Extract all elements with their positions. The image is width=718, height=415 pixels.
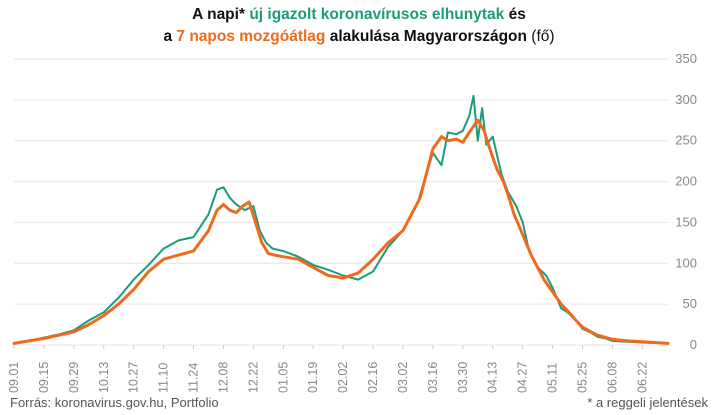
x-tick-label: 06.08 xyxy=(605,362,619,393)
x-tick-label: 04.13 xyxy=(486,362,500,393)
x-tick-label: 04.27 xyxy=(516,362,530,393)
x-tick-label: 10.13 xyxy=(97,362,111,393)
y-tick-label: 100 xyxy=(675,255,697,270)
source-note: Forrás: koronavirus.gov.hu, Portfolio xyxy=(10,395,219,410)
x-tick-label: 12.08 xyxy=(216,362,230,393)
footnote: * a reggeli jelentések xyxy=(587,395,708,410)
y-tick-label: 250 xyxy=(675,133,697,148)
x-tick-label: 06.22 xyxy=(635,362,649,393)
chart-title-line-2: a 7 napos mozgóátlag alakulása Magyarors… xyxy=(0,27,718,47)
x-tick-label: 12.22 xyxy=(246,362,260,393)
chart-title-line-1: A napi* új igazolt koronavírusos elhunyt… xyxy=(0,5,718,25)
x-tick-label: 01.19 xyxy=(306,362,320,393)
x-tick-label: 11.24 xyxy=(187,363,201,393)
x-tick-label: 01.05 xyxy=(276,362,290,393)
x-tick-label: 05.11 xyxy=(546,363,560,393)
x-tick-label: 09.15 xyxy=(37,362,51,393)
y-axis-ticks: 0 50 100 150 200 250 300 350 xyxy=(675,51,697,352)
title-moving-average: 7 napos mozgóátlag xyxy=(176,28,326,45)
title-text-2c: alakulása Magyarországon xyxy=(325,28,532,45)
title-daily-deaths: új igazolt koronavírusos elhunytak xyxy=(249,6,505,23)
y-tick-label: 200 xyxy=(675,174,697,189)
x-tick-label: 05.25 xyxy=(576,362,590,393)
x-tick-label: 11.10 xyxy=(157,363,171,393)
title-text-1a: A napi* xyxy=(192,6,250,23)
x-tick-label: 02.16 xyxy=(366,362,380,393)
y-tick-label: 0 xyxy=(690,337,697,352)
daily-deaths-line xyxy=(13,94,669,345)
title-text-1c: és xyxy=(504,6,526,23)
x-tick-label: 03.30 xyxy=(456,362,470,393)
y-tick-label: 300 xyxy=(675,92,697,107)
series-lines xyxy=(12,94,670,345)
x-tick-label: 10.27 xyxy=(127,362,141,393)
x-tick-label: 03.16 xyxy=(426,362,440,393)
y-tick-label: 350 xyxy=(675,51,697,66)
moving-average-line xyxy=(12,118,670,345)
x-axis-ticks: 09.01 09.15 09.29 10.13 10.27 11.10 11.24 12.08… xyxy=(7,345,649,393)
x-tick-label: 09.01 xyxy=(7,362,21,393)
x-tick-label: 03.02 xyxy=(396,362,410,393)
y-tick-label: 150 xyxy=(675,214,697,229)
title-text-2a: a xyxy=(163,28,177,45)
title-unit: (fő) xyxy=(531,28,555,45)
x-tick-label: 09.29 xyxy=(67,362,81,393)
gridlines xyxy=(14,58,668,346)
y-tick-label: 50 xyxy=(683,296,697,311)
x-tick-label: 02.02 xyxy=(336,362,350,393)
